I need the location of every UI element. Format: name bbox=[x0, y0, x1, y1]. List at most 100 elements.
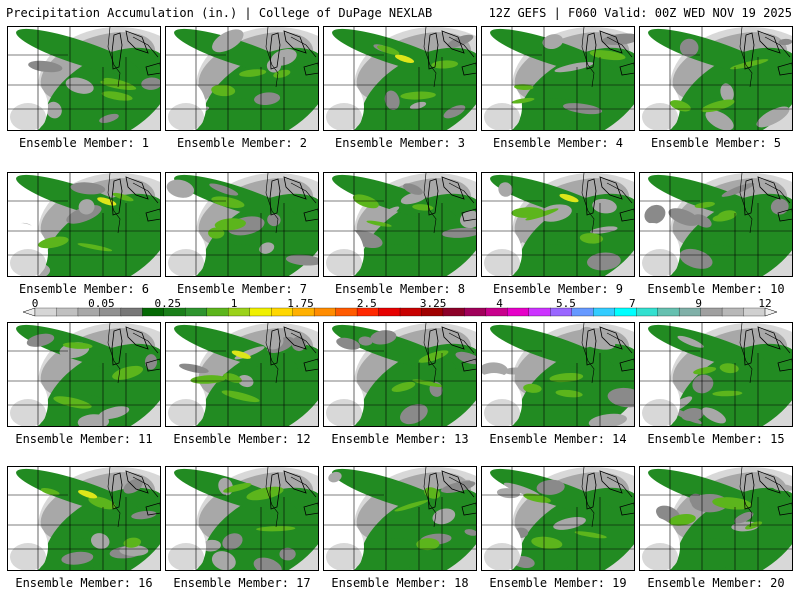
great-lake-outline bbox=[777, 208, 792, 222]
precip-field-heavy bbox=[694, 201, 715, 209]
great-lake-outline bbox=[303, 208, 318, 222]
great-lake-outline bbox=[269, 32, 281, 70]
precip-field-patch bbox=[705, 110, 734, 130]
scale-swatch bbox=[313, 307, 337, 317]
precip-map bbox=[8, 173, 160, 276]
state-boundary bbox=[764, 182, 791, 204]
precip-field-patch bbox=[772, 484, 792, 492]
precip-field-patch bbox=[432, 508, 456, 525]
great-lake-outline bbox=[441, 30, 465, 54]
great-lake-outline bbox=[303, 358, 318, 372]
scale-tick-label: 0.25 bbox=[154, 297, 181, 310]
precip-field-heavy bbox=[400, 91, 436, 100]
precip-field-heavy bbox=[88, 496, 116, 510]
state-boundary bbox=[265, 323, 279, 384]
dry-area-fringe bbox=[10, 249, 46, 276]
precip-field-patch bbox=[677, 335, 704, 348]
precip-field-heavy bbox=[431, 60, 459, 69]
dry-area-fringe bbox=[168, 399, 204, 426]
precip-field-patch bbox=[141, 77, 160, 90]
precip-field-patch bbox=[455, 351, 476, 365]
state-boundary bbox=[606, 476, 633, 498]
precip-field-heavy bbox=[239, 69, 267, 77]
ensemble-map-panel bbox=[323, 26, 477, 131]
state-boundary bbox=[764, 36, 791, 58]
scale-swatch bbox=[185, 307, 208, 317]
precip-field-band bbox=[648, 174, 772, 222]
ensemble-map-panel bbox=[7, 26, 161, 131]
great-lake-outline bbox=[619, 358, 634, 372]
great-lake-outline bbox=[303, 62, 318, 76]
precip-map bbox=[8, 323, 160, 426]
scale-tick-label: 0.05 bbox=[88, 297, 115, 310]
precip-field-patch bbox=[45, 368, 65, 377]
great-lake-outline bbox=[125, 176, 149, 200]
state-boundary bbox=[132, 36, 159, 58]
precip-map bbox=[640, 27, 792, 130]
great-lake-outline bbox=[757, 470, 781, 494]
precip-field-band bbox=[16, 174, 140, 222]
precip-field-patch bbox=[701, 407, 726, 424]
precip-field-band bbox=[648, 28, 772, 76]
state-boundary bbox=[290, 476, 317, 498]
precip-map bbox=[166, 27, 318, 130]
great-lake-outline bbox=[461, 502, 476, 516]
great-lake-outline bbox=[777, 62, 792, 76]
ensemble-map-panel bbox=[481, 322, 635, 427]
great-lake-outline bbox=[111, 32, 123, 70]
scale-tick-label: 7 bbox=[628, 297, 636, 310]
great-lake-outline bbox=[743, 32, 755, 70]
ensemble-map-panel bbox=[7, 322, 161, 427]
great-lake-outline bbox=[585, 32, 597, 70]
ensemble-member-label: Ensemble Member: 5 bbox=[650, 136, 782, 150]
precip-field-patch bbox=[46, 101, 62, 119]
great-lake-outline bbox=[283, 30, 307, 54]
precip-field-patch bbox=[279, 547, 296, 561]
precip-field-south bbox=[186, 393, 266, 426]
scale-tick-label: 4 bbox=[496, 297, 503, 310]
precip-field-patch bbox=[443, 105, 466, 119]
precip-field-max bbox=[231, 350, 251, 359]
ensemble-member-label: Ensemble Member: 10 bbox=[647, 282, 785, 296]
precip-field-patch bbox=[211, 551, 236, 570]
scale-swatch bbox=[593, 307, 616, 317]
precip-field-patch bbox=[90, 533, 110, 549]
great-lake-outline bbox=[777, 502, 792, 516]
precip-field-heavy bbox=[38, 236, 69, 249]
dry-area-fringe bbox=[484, 103, 520, 130]
ensemble-member-label: Ensemble Member: 18 bbox=[331, 576, 469, 590]
precip-field-heavy bbox=[531, 536, 563, 549]
precip-field-patch bbox=[553, 516, 586, 530]
precip-field-patch bbox=[460, 210, 476, 229]
precip-field-heavy bbox=[712, 497, 752, 510]
dry-area-fringe bbox=[168, 103, 204, 130]
precip-field-heavy bbox=[211, 84, 236, 97]
dry-area-fringe bbox=[10, 543, 46, 570]
state-boundary bbox=[606, 36, 633, 58]
scale-swatch bbox=[56, 307, 79, 317]
state-boundary bbox=[581, 173, 595, 234]
ensemble-member-label: Ensemble Member: 20 bbox=[647, 576, 785, 590]
ensemble-member-label: Ensemble Member: 12 bbox=[173, 432, 311, 446]
precip-map bbox=[324, 173, 476, 276]
great-lake-outline bbox=[427, 178, 439, 216]
precip-field-south bbox=[344, 97, 424, 130]
scale-swatch bbox=[335, 307, 358, 317]
state-boundary bbox=[448, 182, 475, 204]
state-boundary bbox=[107, 173, 121, 234]
scale-tick-label: 12 bbox=[758, 297, 772, 310]
ensemble-map-panel bbox=[639, 172, 793, 277]
precip-field-patch bbox=[607, 387, 634, 408]
ensemble-map-panel bbox=[323, 172, 477, 277]
state-boundary bbox=[423, 27, 437, 88]
precip-map bbox=[324, 323, 476, 426]
precip-field-heavy bbox=[366, 220, 392, 227]
state-boundary bbox=[290, 182, 317, 204]
precip-field-south bbox=[502, 393, 582, 426]
great-lake-outline bbox=[743, 178, 755, 216]
precip-field-band bbox=[16, 28, 140, 76]
precip-field-heavy bbox=[112, 192, 134, 202]
precip-field-patch bbox=[441, 227, 476, 238]
precip-field-patch bbox=[644, 204, 666, 224]
precip-field-heavy bbox=[352, 194, 379, 209]
